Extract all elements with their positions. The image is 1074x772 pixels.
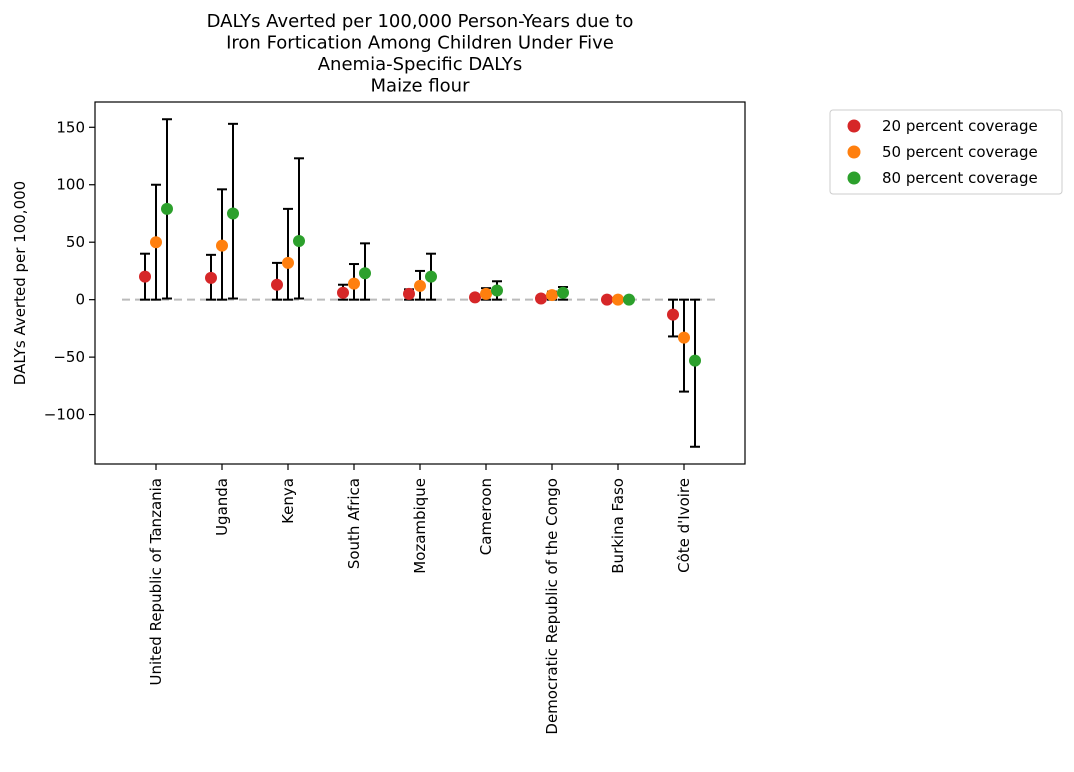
- x-tick-label: Côte d'Ivoire: [675, 478, 693, 573]
- legend-label: 50 percent coverage: [882, 143, 1038, 161]
- x-tick-label: Democratic Republic of the Congo: [543, 478, 561, 735]
- data-point: [678, 331, 690, 344]
- x-tick-label: Burkina Faso: [609, 478, 627, 574]
- data-point: [535, 292, 547, 305]
- x-tick-label: Mozambique: [411, 478, 429, 574]
- data-point: [216, 239, 228, 252]
- y-tick-label: −100: [44, 406, 85, 424]
- data-point: [491, 284, 503, 297]
- x-tick-label: United Republic of Tanzania: [147, 478, 165, 685]
- y-tick-label: 100: [56, 176, 85, 194]
- chart-title-line: Iron Fortication Among Children Under Fi…: [226, 33, 614, 54]
- chart-title-line: DALYs Averted per 100,000 Person-Years d…: [207, 11, 634, 32]
- data-point: [546, 289, 558, 302]
- x-tick-label: South Africa: [345, 478, 363, 569]
- legend-marker: [847, 145, 861, 159]
- legend-marker: [847, 119, 861, 133]
- x-axis: United Republic of Tanzania Uganda Kenya So…: [147, 464, 693, 735]
- data-point: [348, 277, 360, 290]
- y-tick-label: 50: [66, 233, 85, 251]
- data-point: [480, 287, 492, 300]
- data-point: [667, 308, 679, 321]
- chart-title-line: Anemia-Specific DALYs: [318, 54, 523, 75]
- data-point: [150, 236, 162, 249]
- x-tick-label: Uganda: [213, 478, 231, 536]
- data-point: [469, 291, 481, 304]
- y-tick-label: −50: [53, 348, 85, 366]
- data-point: [282, 256, 294, 269]
- data-point: [227, 207, 239, 220]
- x-tick-label: Cameroon: [477, 478, 495, 555]
- data-point: [414, 279, 426, 292]
- data-point: [161, 202, 173, 215]
- error-bars: [140, 118, 700, 448]
- legend-marker: [847, 171, 861, 185]
- legend-label: 20 percent coverage: [882, 117, 1038, 135]
- data-point: [612, 293, 624, 306]
- data-point: [337, 286, 349, 299]
- legend: 20 percent coverage 50 percent coverage 80…: [829, 109, 1063, 195]
- y-axis-label: DALYs Averted per 100,000: [11, 181, 29, 385]
- data-point: [403, 287, 415, 300]
- data-point: [689, 354, 701, 367]
- chart-title: DALYs Averted per 100,000 Person-Years d…: [207, 11, 634, 97]
- y-tick-label: 0: [75, 291, 85, 309]
- data-point: [557, 286, 569, 299]
- data-point: [359, 267, 371, 280]
- data-points: [139, 202, 701, 367]
- data-point: [293, 235, 305, 248]
- legend-label: 80 percent coverage: [882, 169, 1038, 187]
- y-axis-label-group: DALYs Averted per 100,000: [11, 181, 29, 385]
- plot-area: [94, 101, 746, 465]
- chart-title-line: Maize flour: [371, 76, 471, 97]
- data-point: [139, 270, 151, 283]
- y-axis: 150 100 50 0 −50 −100: [44, 118, 95, 424]
- data-point: [205, 271, 217, 284]
- y-tick-label: 150: [56, 118, 85, 136]
- data-point: [425, 270, 437, 283]
- data-point: [623, 293, 635, 306]
- legend-box: [829, 109, 1063, 195]
- data-point: [601, 293, 613, 306]
- x-tick-label: Kenya: [279, 478, 297, 524]
- data-point: [271, 278, 283, 291]
